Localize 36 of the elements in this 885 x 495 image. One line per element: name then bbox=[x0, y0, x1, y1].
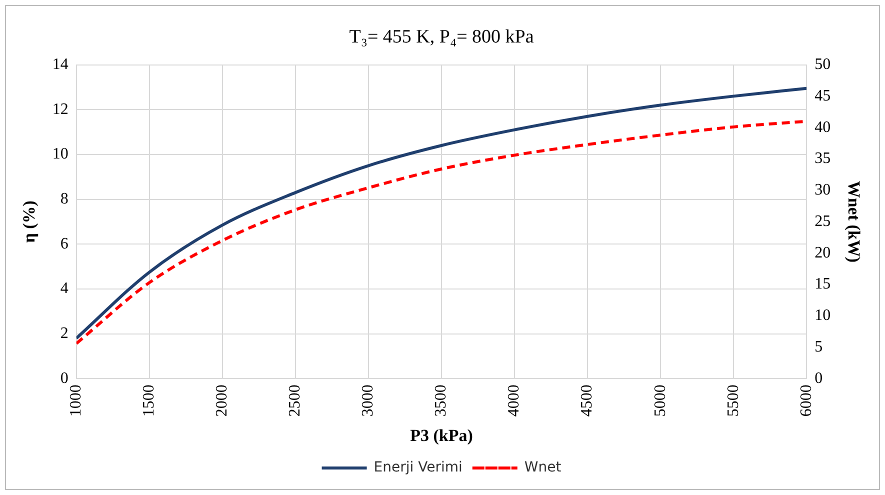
chart-title: T₃= 455 K, P₄= 800 kPa bbox=[349, 26, 534, 48]
y-tick-label: 2 bbox=[60, 324, 68, 342]
y2-tick-label: 45 bbox=[814, 87, 831, 104]
y2-tick-label: 40 bbox=[814, 118, 831, 136]
y2-tick-label: 15 bbox=[814, 276, 831, 293]
y-axis-title: η (%) bbox=[20, 200, 39, 243]
y2-axis-title: Wnet (kW) bbox=[844, 180, 864, 263]
x-tick-label: 4000 bbox=[506, 384, 523, 417]
x-tick-label: 1000 bbox=[68, 384, 85, 417]
x-axis-title: P3 (kPa) bbox=[410, 426, 473, 446]
y-tick-label: 6 bbox=[60, 235, 68, 252]
x-tick-label: 5000 bbox=[652, 384, 669, 417]
legend-label: Wnet bbox=[524, 460, 562, 476]
y-tick-label: 8 bbox=[60, 190, 68, 208]
x-tick-label: 5500 bbox=[724, 384, 742, 417]
y2-tick-label: 5 bbox=[814, 338, 823, 356]
y2-tick-label: 50 bbox=[814, 56, 831, 74]
y-tick-label: 0 bbox=[60, 370, 68, 387]
x-tick-label: 4500 bbox=[578, 384, 596, 417]
y-tick-label: 4 bbox=[60, 280, 68, 298]
y-tick-label: 10 bbox=[52, 146, 68, 163]
y2-tick-label: 10 bbox=[814, 307, 831, 324]
x-tick-label: 2500 bbox=[286, 384, 304, 417]
y2-tick-label: 0 bbox=[814, 370, 823, 387]
y-tick-label: 12 bbox=[52, 100, 68, 118]
legend-label: Enerji Verimi bbox=[374, 460, 462, 476]
x-tick-label: 3000 bbox=[360, 384, 377, 417]
y2-tick-label: 20 bbox=[814, 244, 831, 262]
x-tick-label: 1500 bbox=[140, 384, 158, 417]
x-tick-label: 3500 bbox=[432, 384, 450, 417]
y2-tick-label: 30 bbox=[814, 182, 831, 199]
y2-tick-label: 25 bbox=[814, 212, 831, 230]
x-tick-label: 2000 bbox=[214, 384, 231, 417]
x-tick-label: 6000 bbox=[798, 384, 815, 417]
y-tick-label: 14 bbox=[52, 56, 68, 74]
y2-tick-label: 35 bbox=[814, 150, 831, 168]
